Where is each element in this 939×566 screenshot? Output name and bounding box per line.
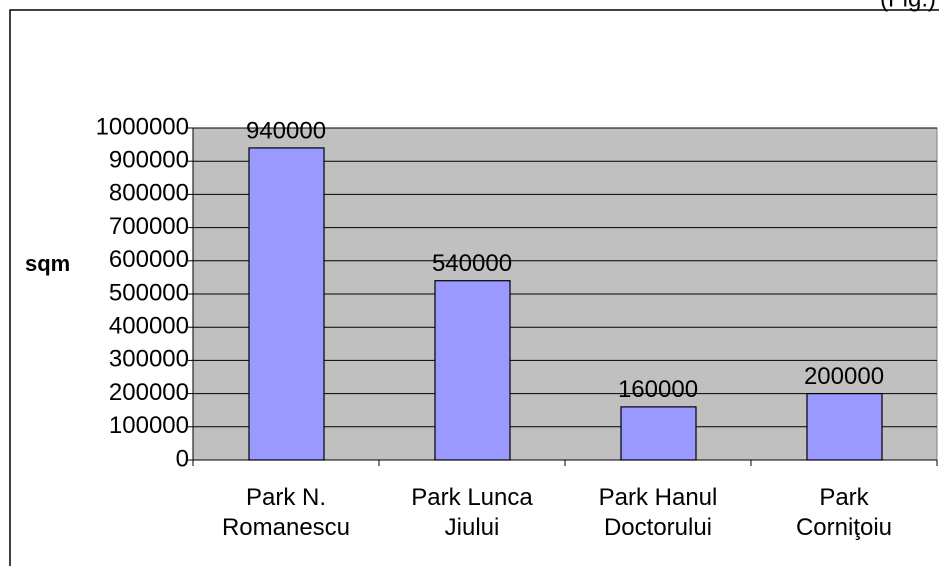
y-tick-label: 200000 (109, 379, 189, 406)
bar (620, 406, 697, 461)
bar (434, 280, 511, 461)
value-label: 200000 (804, 363, 884, 390)
value-label: 160000 (618, 376, 698, 403)
y-tick-label: 600000 (109, 246, 189, 273)
bar (248, 147, 325, 461)
value-label: 940000 (246, 117, 326, 144)
x-tick-label: Park Corniţoiu (795, 484, 893, 541)
y-axis-label: sqm (25, 251, 70, 276)
x-tick-label: Park Lunca Jiului (411, 484, 533, 541)
y-tick-label: 900000 (109, 147, 189, 174)
y-tick-label: 0 (176, 445, 189, 472)
y-tick-label: 100000 (109, 412, 189, 439)
y-tick-label: 700000 (109, 213, 189, 240)
y-tick-label: 1000000 (96, 113, 189, 140)
annotation: (Fig.) (880, 0, 936, 12)
y-tick-label: 300000 (109, 346, 189, 373)
y-tick-label: 800000 (109, 180, 189, 207)
x-tick-label: Park N. Romanescu (221, 484, 351, 541)
value-label: 540000 (432, 250, 512, 277)
bar (806, 393, 883, 461)
y-tick-label: 500000 (109, 279, 189, 306)
y-tick-label: 400000 (109, 313, 189, 340)
x-tick-label: Park Hanul Doctorului (598, 484, 718, 541)
